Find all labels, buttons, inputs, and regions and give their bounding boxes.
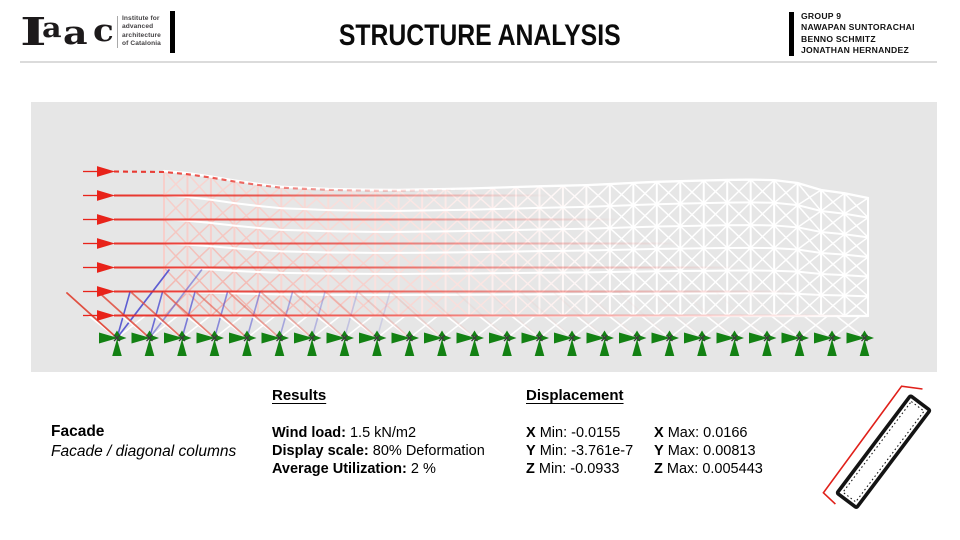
- plan-locator-icon: [822, 385, 932, 509]
- disp-x-min: X Min: -0.0155: [526, 424, 633, 442]
- disp-y-max: Y Max: 0.00813: [654, 442, 763, 460]
- disp-value: Min: -0.0155: [535, 425, 621, 441]
- disp-value: Min: -0.0933: [534, 461, 620, 478]
- model-block: Facade Facade / diagonal columns: [51, 422, 236, 461]
- logo-tagline: Institute for advanced architecture of C…: [122, 15, 161, 48]
- result-label: Average Utilization:: [272, 461, 407, 478]
- result-average-utilization: Average Utilization: 2 %: [272, 460, 485, 478]
- page-title: STRUCTURE ANALYSIS: [339, 19, 621, 52]
- displacement-max-column: X Max: 0.0166 Y Max: 0.00813 Z Max: 0.00…: [654, 424, 763, 479]
- disp-value: Min: -3.761e-7: [535, 443, 634, 460]
- result-label: Wind load:: [272, 425, 346, 441]
- logo-divider-bar: [169, 10, 175, 53]
- result-value: 2 %: [406, 461, 436, 478]
- displacement-heading: Displacement: [526, 387, 624, 404]
- result-value: 1.5 kN/m2: [345, 425, 417, 441]
- axis-label: Z: [654, 461, 663, 478]
- disp-z-max: Z Max: 0.005443: [654, 460, 763, 478]
- disp-value: Max: 0.005443: [662, 461, 763, 478]
- axis-label: Y: [526, 443, 536, 460]
- displacement-min-column: X Min: -0.0155 Y Min: -3.761e-7 Z Min: -…: [526, 424, 633, 479]
- model-name: Facade: [51, 423, 105, 440]
- credits-line-name: BENNO SCHMITZ: [801, 33, 876, 44]
- credits-line-name: NAWAPAN SUNTORACHAI: [801, 22, 915, 33]
- structure-viewport[interactable]: [31, 102, 937, 372]
- axis-label: X: [654, 425, 664, 441]
- axis-label: Y: [654, 443, 664, 460]
- logo-tagline-line: Institute for: [122, 15, 160, 22]
- credits-line-name: JONATHAN HERNANDEZ: [801, 44, 909, 55]
- logo-letter-a2: a: [63, 13, 88, 52]
- result-wind-load: Wind load: 1.5 kN/m2: [272, 424, 485, 442]
- disp-x-max: X Max: 0.0166: [654, 424, 763, 442]
- results-heading: Results: [272, 387, 327, 404]
- credits-line-group: GROUP 9: [801, 11, 842, 21]
- logo-tagline-line: of Catalonia: [122, 39, 161, 47]
- logo-tagline-line: architecture: [122, 31, 161, 39]
- logo-tagline-line: advanced: [122, 23, 154, 31]
- axis-label: X: [526, 425, 536, 441]
- disp-z-min: Z Min: -0.0933: [526, 460, 633, 478]
- header-rule: [20, 61, 937, 63]
- logo-separator: [116, 16, 118, 48]
- disp-value: Max: 0.0166: [663, 425, 748, 441]
- model-variant: Facade / diagonal columns: [51, 442, 237, 460]
- logo-letter-a1: a: [42, 13, 62, 44]
- credits-divider-bar: [789, 12, 794, 56]
- result-display-scale: Display scale: 80% Deformation: [272, 442, 485, 460]
- result-label: Display scale:: [272, 443, 369, 460]
- logo-letter-c: c: [93, 13, 114, 49]
- disp-y-min: Y Min: -3.761e-7: [526, 442, 633, 460]
- result-value: 80% Deformation: [368, 443, 485, 460]
- structure-rendering: [66, 166, 874, 356]
- logo-letter-I: I: [20, 9, 47, 54]
- axis-label: Z: [526, 461, 535, 478]
- disp-value: Max: 0.00813: [663, 443, 756, 460]
- credits-block: GROUP 9 NAWAPAN SUNTORACHAI BENNO SCHMIT…: [801, 11, 915, 56]
- results-lines: Wind load: 1.5 kN/m2 Display scale: 80% …: [272, 424, 485, 479]
